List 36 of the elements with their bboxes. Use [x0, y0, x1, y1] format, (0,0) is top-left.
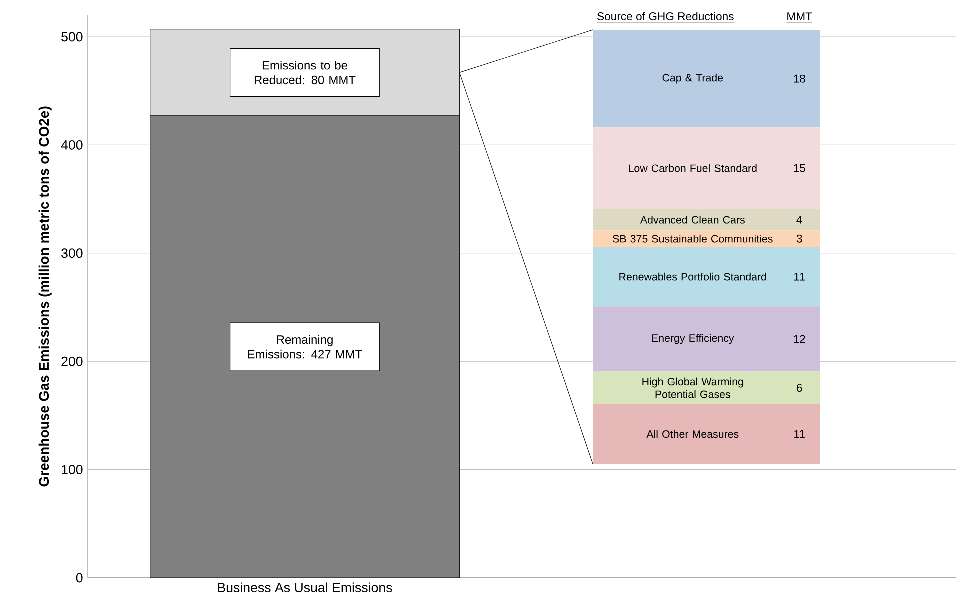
data-label: 12 — [794, 335, 806, 344]
data-label: 11 — [794, 430, 805, 438]
data-label: 18 — [794, 74, 806, 83]
x-tick-label: Business As Usual Emissions — [218, 582, 392, 592]
y-axis-title: Greenhouse Gas Emissions (million metric tons of CO2e) — [38, 106, 52, 487]
annotation: MMT — [788, 12, 812, 21]
series-label: High Global Warming Potential Gases — [642, 378, 744, 398]
series-label: Energy Efficiency — [652, 334, 734, 344]
data-label: 15 — [794, 164, 806, 172]
bar — [593, 372, 820, 404]
series-label: Advanced Clean Cars — [640, 216, 745, 224]
data-label: 6 — [797, 384, 802, 392]
series-label: Low Carbon Fuel Standard — [629, 164, 757, 172]
data-label: 11 — [794, 272, 805, 281]
series-label: Cap & Trade — [662, 74, 724, 84]
bar — [593, 209, 820, 231]
chart-title: Source of GHG Reductions — [598, 12, 734, 21]
bar — [593, 404, 820, 464]
series-label: Renewables Portfolio Standard — [620, 272, 766, 281]
series-label: Remaining Emissions: 427 MMT — [248, 335, 362, 359]
y-tick-label: 100 — [62, 465, 83, 475]
series-label: SB 375 Sustainable Communities — [613, 234, 773, 243]
series-label: Emissions to be Reduced: 80 MMT — [254, 60, 356, 84]
data-label: 3 — [796, 234, 802, 243]
y-tick-label: 400 — [61, 140, 83, 150]
y-tick-label: 200 — [62, 356, 83, 366]
bar — [593, 30, 820, 128]
bar — [593, 230, 820, 248]
y-tick-label: 500 — [62, 32, 83, 42]
data-label: 4 — [796, 216, 802, 224]
bar — [593, 247, 820, 307]
y-tick-label: 0 — [76, 573, 83, 583]
series-label: All Other Measures — [646, 430, 739, 438]
bar — [593, 306, 820, 372]
y-tick-label: 300 — [62, 248, 83, 258]
bar — [593, 128, 820, 210]
